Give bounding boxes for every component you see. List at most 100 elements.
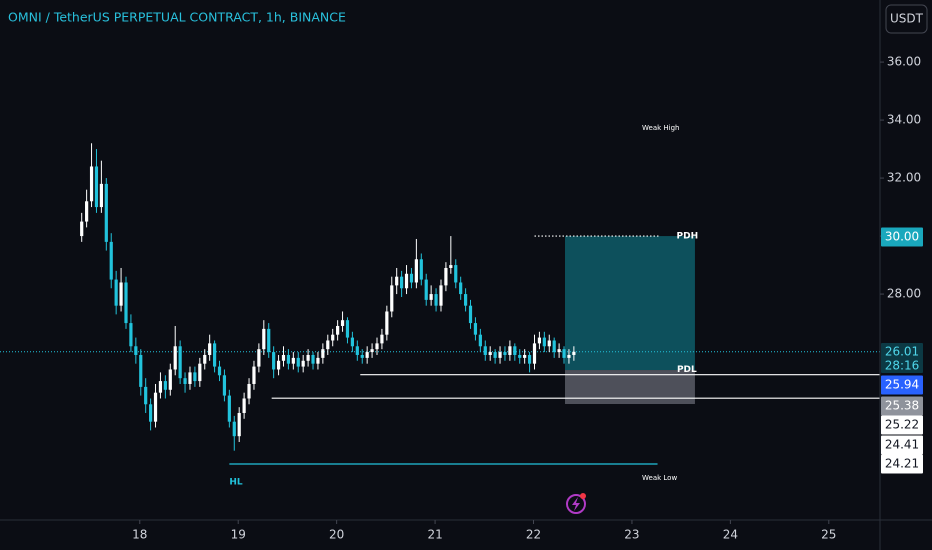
price-label: 30.00 [885,230,919,244]
candle-body [252,366,256,384]
candle-body [222,375,227,396]
candle-body [262,328,266,350]
candle-body [158,381,163,393]
candle-body [124,282,128,324]
candle-body [542,337,546,347]
y-tick-label: 32.00 [887,171,921,185]
candle-body [463,294,468,306]
candle-body [80,221,84,237]
price-label: 25.22 [885,418,919,432]
alert-icon[interactable] [566,493,586,514]
candle-body [326,340,330,350]
candle-body [188,372,192,384]
price-label: 24.21 [885,457,919,471]
x-tick-label: 25 [821,528,836,542]
x-tick-label: 22 [526,528,541,542]
candle-body [134,346,138,355]
candle-body [331,334,335,341]
candle-body [291,357,295,364]
candle-body [488,352,492,355]
x-tick-label: 24 [723,528,738,542]
y-tick-label: 34.00 [887,113,921,127]
alert-dot[interactable] [580,493,586,499]
price-label: 24.41 [885,438,919,452]
candle-body [454,265,458,283]
candle-body [257,349,261,367]
price-label-box [881,343,923,373]
candle-body [114,279,118,306]
candle-body [513,346,517,355]
price-label-box [881,375,923,395]
candle-body [434,294,438,306]
candle-body [208,343,212,355]
chart-title: OMNI / TetherUS PERPETUAL CONTRACT, 1h, … [8,10,346,25]
candle-body [449,265,453,268]
candle-body [473,323,478,335]
candle-body [414,259,418,283]
candle-body [217,366,222,376]
candle-body [365,352,369,358]
candle-body [380,334,384,344]
x-tick-label: 18 [132,528,147,542]
candle-body [232,421,236,437]
candle-body [468,305,473,324]
candle-body [183,378,187,384]
candle-body [390,285,394,312]
candle-body [94,166,99,208]
candle-body [237,412,241,437]
candle-body [178,346,182,379]
candle-body [562,349,566,358]
x-tick-label: 23 [624,528,639,542]
alert-circle[interactable] [566,494,586,514]
x-tick-label: 21 [427,528,442,542]
level-label: PDL [677,365,697,375]
candle-body [119,282,123,306]
candle-body [385,311,389,335]
candle-body [139,354,143,387]
currency-label[interactable]: USDT [890,12,924,26]
candle-body [104,183,108,242]
price-label-box [881,454,923,474]
candle-body [85,201,89,222]
candle-body [498,352,502,358]
annotation: Weak High [642,124,679,132]
position-profit [565,236,695,371]
candle-body [281,354,286,361]
price-label-box [881,227,923,247]
candle-body [306,354,310,361]
candle-body [523,354,527,358]
candle-body [527,354,532,364]
candle-body [193,372,197,382]
y-tick-label: 36.00 [887,55,921,69]
candle-body [503,352,507,355]
candle-body [400,276,404,289]
candle-body [276,360,281,370]
level-label: PDH [677,232,699,242]
candle-body [311,354,315,364]
candle-body [296,357,300,367]
candle-body [168,369,172,390]
y-tick-label: 28.00 [887,287,921,301]
candle-body [163,381,167,390]
candle-body [144,386,148,405]
candle-body [272,352,276,370]
candle-body [375,343,379,350]
candle-body [173,346,177,370]
alert-bolt[interactable] [572,497,580,511]
candle-body [429,294,433,300]
candle-body [301,360,305,367]
candle-body [360,354,364,358]
candle-body [552,340,556,353]
candle-body [419,259,423,280]
candle-body [537,337,542,344]
candle-body [478,334,482,347]
countdown: 28:16 [885,359,920,373]
candle-body [99,183,103,208]
candle-body [247,383,251,399]
candle-body [557,349,561,353]
price-label: 25.94 [885,378,919,392]
currency-button[interactable] [885,4,928,34]
candle-body [129,323,133,347]
candle-body [572,351,576,355]
